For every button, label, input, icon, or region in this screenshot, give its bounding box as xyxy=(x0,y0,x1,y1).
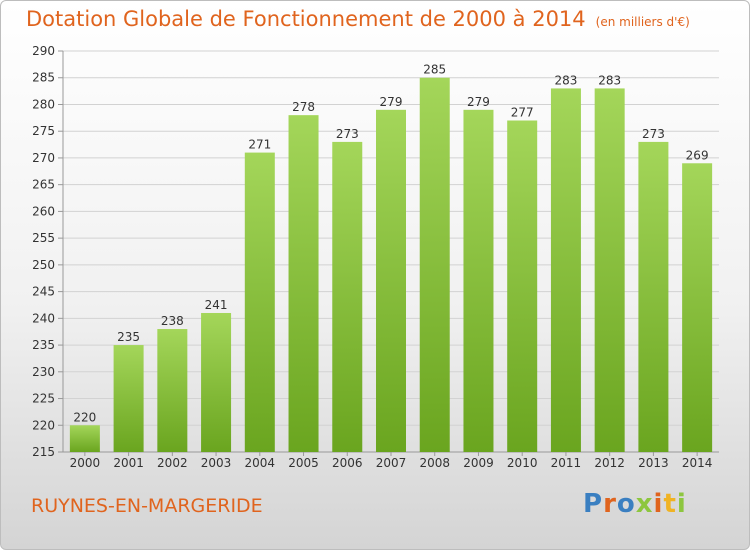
bar xyxy=(332,141,363,453)
x-tick-label: 2004 xyxy=(245,456,276,470)
x-tick-label: 2008 xyxy=(419,456,450,470)
data-label: 278 xyxy=(292,100,315,114)
x-tick-label: 2007 xyxy=(376,456,407,470)
x-tick-label: 2012 xyxy=(594,456,625,470)
y-tick-label: 220 xyxy=(32,418,55,432)
data-label: 283 xyxy=(554,73,577,87)
data-label: 269 xyxy=(686,148,709,162)
y-tick-label: 275 xyxy=(32,124,55,138)
y-tick-label: 285 xyxy=(32,71,55,85)
data-label: 271 xyxy=(248,138,271,152)
logo-letter: o xyxy=(616,489,636,519)
y-tick-label: 235 xyxy=(32,338,55,352)
logo-letter: i xyxy=(653,489,664,519)
y-tick-label: 260 xyxy=(32,204,55,218)
x-tick-label: 2000 xyxy=(70,456,101,470)
bar xyxy=(288,115,319,452)
bar xyxy=(419,77,450,452)
y-axis-ticks: 215 220 225 230 235 240 245 250 255 260 265 270 275 2… xyxy=(32,44,55,459)
x-tick-label: 2001 xyxy=(113,456,144,470)
data-label: 279 xyxy=(467,95,490,109)
data-labels: 220 235 238 241 271 278 273 279 285 279 277 283 283 2… xyxy=(73,63,708,425)
data-label: 241 xyxy=(205,298,228,312)
logo-letter: P xyxy=(583,489,604,519)
data-label: 238 xyxy=(161,314,184,328)
y-tick-label: 230 xyxy=(32,365,55,379)
x-tick-label: 2011 xyxy=(551,456,582,470)
x-tick-label: 2014 xyxy=(682,456,713,470)
x-axis-ticks: 2000 2001 2002 2003 2004 2005 2006 2007 2008 2009… xyxy=(70,452,713,470)
bar xyxy=(157,329,188,452)
data-label: 273 xyxy=(336,127,359,141)
y-tick-label: 245 xyxy=(32,285,55,299)
proxiti-logo: Proxiti xyxy=(583,489,687,519)
data-label: 235 xyxy=(117,330,140,344)
x-tick-label: 2010 xyxy=(507,456,538,470)
x-tick-label: 2003 xyxy=(201,456,232,470)
bar xyxy=(113,345,144,452)
x-tick-label: 2009 xyxy=(463,456,494,470)
logo-letter: r xyxy=(603,489,617,519)
logo-letter: i xyxy=(676,489,687,519)
bar xyxy=(69,425,100,452)
chart-title-text: Dotation Globale de Fonctionnement de 20… xyxy=(26,7,586,31)
commune-name: RUYNES-EN-MARGERIDE xyxy=(31,495,263,517)
data-label: 283 xyxy=(598,73,621,87)
bar xyxy=(594,88,625,452)
logo-letter: x xyxy=(635,489,654,519)
y-tick-label: 255 xyxy=(32,231,55,245)
bar xyxy=(638,141,669,453)
y-tick-label: 215 xyxy=(32,445,55,459)
chart-title: Dotation Globale de Fonctionnement de 20… xyxy=(26,7,690,31)
y-tick-label: 290 xyxy=(32,44,55,58)
x-tick-label: 2005 xyxy=(288,456,319,470)
bar xyxy=(550,88,581,452)
y-tick-label: 270 xyxy=(32,151,55,165)
data-label: 279 xyxy=(380,95,403,109)
chart-subtitle: (en milliers d'€) xyxy=(595,15,690,29)
bar xyxy=(201,312,232,452)
y-tick-label: 225 xyxy=(32,392,55,406)
bar xyxy=(682,163,713,452)
y-tick-label: 240 xyxy=(32,311,55,325)
bar xyxy=(376,109,406,453)
y-tick-label: 265 xyxy=(32,178,55,192)
logo-letter: t xyxy=(663,489,677,519)
x-tick-label: 2006 xyxy=(332,456,363,470)
bars xyxy=(69,77,713,453)
data-label: 273 xyxy=(642,127,665,141)
data-label: 285 xyxy=(423,63,446,77)
x-tick-label: 2013 xyxy=(638,456,669,470)
data-label: 277 xyxy=(511,106,534,120)
y-tick-label: 250 xyxy=(32,258,55,272)
x-tick-label: 2002 xyxy=(157,456,188,470)
data-label: 220 xyxy=(73,410,96,424)
bar xyxy=(244,152,275,452)
y-tick-label: 280 xyxy=(32,97,55,111)
bar xyxy=(463,109,494,453)
bar xyxy=(507,120,538,453)
